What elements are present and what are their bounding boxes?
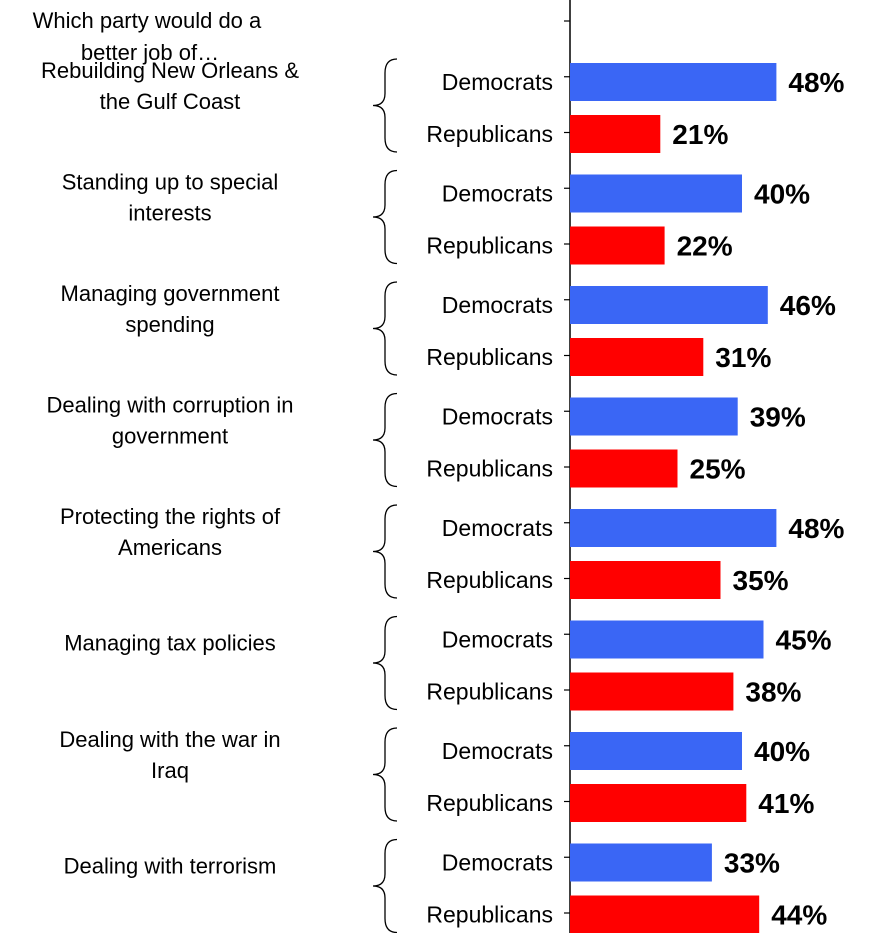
party-label: Democrats <box>442 292 553 318</box>
bar-democrats <box>570 843 712 882</box>
question-label-line: Standing up to special <box>62 170 279 195</box>
question-label-line: Dealing with terrorism <box>64 854 277 879</box>
value-label: 48% <box>788 513 844 544</box>
question-label: Dealing with terrorism <box>64 854 277 879</box>
bar-democrats <box>570 63 777 101</box>
bar-republicans <box>570 895 760 933</box>
group-brace <box>372 392 398 488</box>
value-label: 44% <box>771 900 827 931</box>
bar-republicans <box>570 449 678 488</box>
bar-republicans <box>570 561 721 599</box>
group-brace <box>372 727 398 822</box>
group-brace <box>372 615 398 711</box>
bar-democrats <box>570 509 777 547</box>
bar-republicans <box>570 672 734 711</box>
value-label: 39% <box>750 402 806 433</box>
value-label: 40% <box>754 736 810 767</box>
value-label: 21% <box>672 119 728 150</box>
question-groups: Rebuilding New Orleans & the Gulf Coast De… <box>41 58 845 933</box>
party-label: Republicans <box>426 790 553 816</box>
value-label: 41% <box>758 788 814 819</box>
group-brace <box>372 169 398 265</box>
chart-title: Which party would do a better job of… <box>33 8 268 65</box>
value-label: 22% <box>677 231 733 262</box>
group-brace <box>372 58 398 153</box>
party-label: Democrats <box>442 627 553 653</box>
value-label: 33% <box>724 848 780 879</box>
value-label: 45% <box>776 625 832 656</box>
party-label: Republicans <box>426 679 553 705</box>
group-brace <box>372 838 398 933</box>
question-group: Protecting the rights of Americans Democra… <box>60 504 845 599</box>
chart-title-line-2: better job of… <box>81 40 219 65</box>
question-label: Dealing with the war in Iraq <box>59 727 280 783</box>
value-label: 40% <box>754 179 810 210</box>
party-label: Republicans <box>426 121 553 147</box>
question-label-line: the Gulf Coast <box>100 89 241 114</box>
party-label: Republicans <box>426 344 553 370</box>
bar-democrats <box>570 174 742 213</box>
party-label: Republicans <box>426 456 553 482</box>
party-label: Democrats <box>442 69 553 95</box>
bar-republicans <box>570 226 665 265</box>
party-label: Democrats <box>442 738 553 764</box>
bar-republicans <box>570 338 704 376</box>
question-group: Managing government spending Democrats 46% R… <box>61 281 836 376</box>
question-group: Dealing with terrorism Democrats 33% Republ… <box>64 838 827 933</box>
question-label: Managing tax policies <box>64 631 276 656</box>
group-brace <box>372 504 398 599</box>
party-label: Democrats <box>442 181 553 207</box>
bar-democrats <box>570 286 768 324</box>
bar-democrats <box>570 620 764 659</box>
question-group: Dealing with corruption in government Demo… <box>46 392 806 488</box>
party-label: Republicans <box>426 233 553 259</box>
question-label-line: spending <box>125 312 214 337</box>
party-label: Democrats <box>442 850 553 876</box>
question-label-line: Managing government <box>61 281 280 306</box>
question-label-line: Managing tax policies <box>64 631 276 656</box>
bar-democrats <box>570 397 738 436</box>
question-label-line: Iraq <box>151 758 189 783</box>
question-label-line: government <box>112 424 228 449</box>
question-label-line: Dealing with corruption in <box>46 393 293 418</box>
value-label: 25% <box>690 454 746 485</box>
value-label: 48% <box>788 67 844 98</box>
party-label: Republicans <box>426 567 553 593</box>
party-label: Republicans <box>426 902 553 928</box>
question-label-line: Protecting the rights of <box>60 504 281 529</box>
bar-republicans <box>570 784 747 822</box>
party-label: Democrats <box>442 404 553 430</box>
value-label: 46% <box>780 290 836 321</box>
question-label: Dealing with corruption in government <box>46 393 293 449</box>
axis-ticks <box>564 20 570 914</box>
question-label-line: interests <box>128 201 211 226</box>
question-label: Managing government spending <box>61 281 280 337</box>
question-label: Protecting the rights of Americans <box>60 504 281 560</box>
question-label: Rebuilding New Orleans & the Gulf Coast <box>41 58 299 114</box>
question-label-line: Americans <box>118 535 222 560</box>
bar-republicans <box>570 115 661 153</box>
value-label: 38% <box>745 677 801 708</box>
question-group: Standing up to special interests Democrats… <box>62 170 810 265</box>
question-label-line: Dealing with the war in <box>59 727 280 752</box>
group-brace <box>372 281 398 376</box>
question-group: Managing tax policies Democrats 45% Republi… <box>64 615 832 711</box>
question-group: Rebuilding New Orleans & the Gulf Coast De… <box>41 58 845 153</box>
value-label: 31% <box>715 342 771 373</box>
question-label-line: Rebuilding New Orleans & <box>41 58 299 83</box>
bar-democrats <box>570 732 742 770</box>
question-group: Dealing with the war in Iraq Democrats 40% R… <box>59 727 814 822</box>
question-label: Standing up to special interests <box>62 170 279 226</box>
chart-title-line-1: Which party would do a <box>33 8 262 33</box>
value-label: 35% <box>733 565 789 596</box>
party-label: Democrats <box>442 515 553 541</box>
